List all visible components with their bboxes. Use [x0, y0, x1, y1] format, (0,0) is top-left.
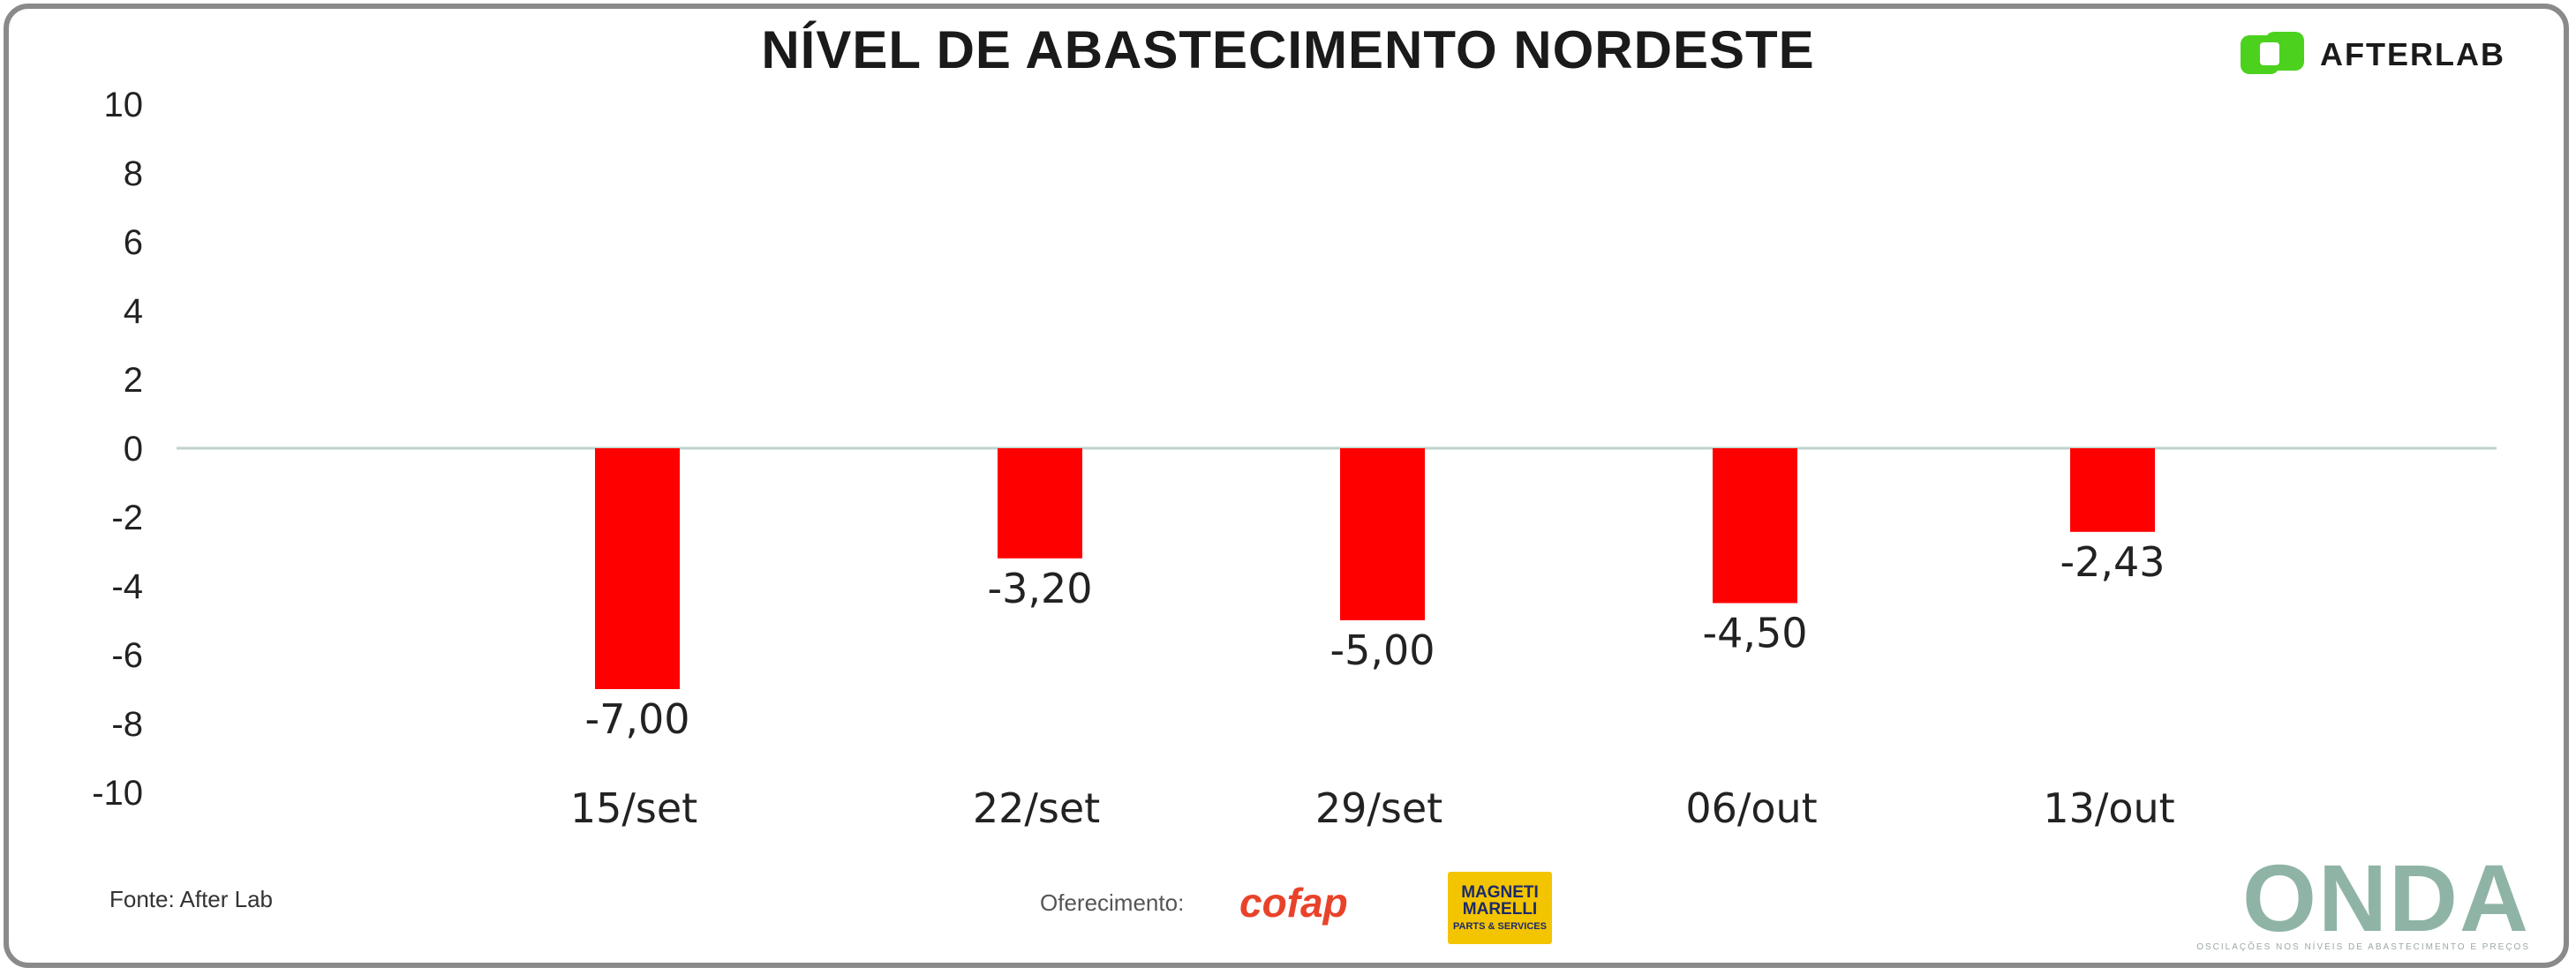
- x-category-label: 06/out: [1685, 784, 1817, 832]
- y-tick-label: 0: [124, 430, 143, 469]
- bar-15-set: [595, 448, 680, 689]
- afterlab-logo-icon: [2241, 32, 2305, 74]
- y-tick-label: 2: [124, 361, 143, 400]
- cofap-logo: cofap: [1239, 880, 1348, 926]
- onda-brand: ONDA OSCILAÇÕES NOS NÍVEIS DE ABASTECIME…: [2196, 844, 2530, 953]
- y-tick-label: 6: [124, 223, 143, 262]
- source-note: Fonte: After Lab: [109, 886, 274, 912]
- afterlab-logo-text: AFTERLAB: [2320, 36, 2505, 72]
- x-axis: 15/set 22/set 29/set 06/out 13/out: [570, 784, 2175, 832]
- y-tick-label: 4: [124, 292, 143, 331]
- bar-06-out: [1713, 448, 1797, 604]
- bar-29-set: [1340, 448, 1425, 620]
- data-label: -4,50: [1702, 610, 1807, 657]
- magneti-marelli-logo: MAGNETI MARELLI PARTS & SERVICES: [1448, 872, 1552, 944]
- data-label: -2,43: [2060, 538, 2165, 586]
- afterlab-logo: AFTERLAB: [2241, 32, 2505, 78]
- onda-logo-text: ONDA: [2242, 844, 2530, 951]
- data-labels-group: -7,00 -3,20 -5,00 -4,50 -2,43: [584, 538, 2165, 743]
- x-category-label: 15/set: [570, 784, 697, 832]
- data-label: -7,00: [584, 695, 689, 743]
- x-category-label: 29/set: [1315, 784, 1442, 832]
- y-tick-label: -2: [111, 499, 143, 537]
- y-tick-label: -8: [111, 705, 143, 744]
- sponsor-label: Oferecimento:: [1040, 889, 1185, 916]
- x-category-label: 13/out: [2043, 784, 2174, 832]
- y-tick-label: 10: [104, 86, 144, 124]
- data-label: -5,00: [1329, 626, 1435, 674]
- chart-title: NÍVEL DE ABASTECIMENTO NORDESTE: [761, 20, 1815, 79]
- y-tick-label: -10: [92, 774, 143, 813]
- magneti-marelli-name: MAGNETI MARELLI: [1461, 883, 1539, 919]
- onda-tagline: OSCILAÇÕES NOS NÍVEIS DE ABASTECIMENTO E…: [2196, 942, 2530, 952]
- bars-group: [595, 448, 2155, 689]
- bar-22-set: [998, 448, 1082, 559]
- x-category-label: 22/set: [973, 784, 1100, 832]
- y-tick-label: -6: [111, 636, 143, 675]
- y-tick-label: -4: [111, 567, 143, 606]
- magneti-marelli-sub: PARTS & SERVICES: [1453, 921, 1547, 932]
- y-tick-label: 8: [124, 154, 143, 193]
- bar-13-out: [2070, 448, 2155, 532]
- y-axis: 10 8 6 4 2 0 -2 -4 -6 -8 -10: [92, 86, 143, 813]
- data-label: -3,20: [987, 565, 1092, 612]
